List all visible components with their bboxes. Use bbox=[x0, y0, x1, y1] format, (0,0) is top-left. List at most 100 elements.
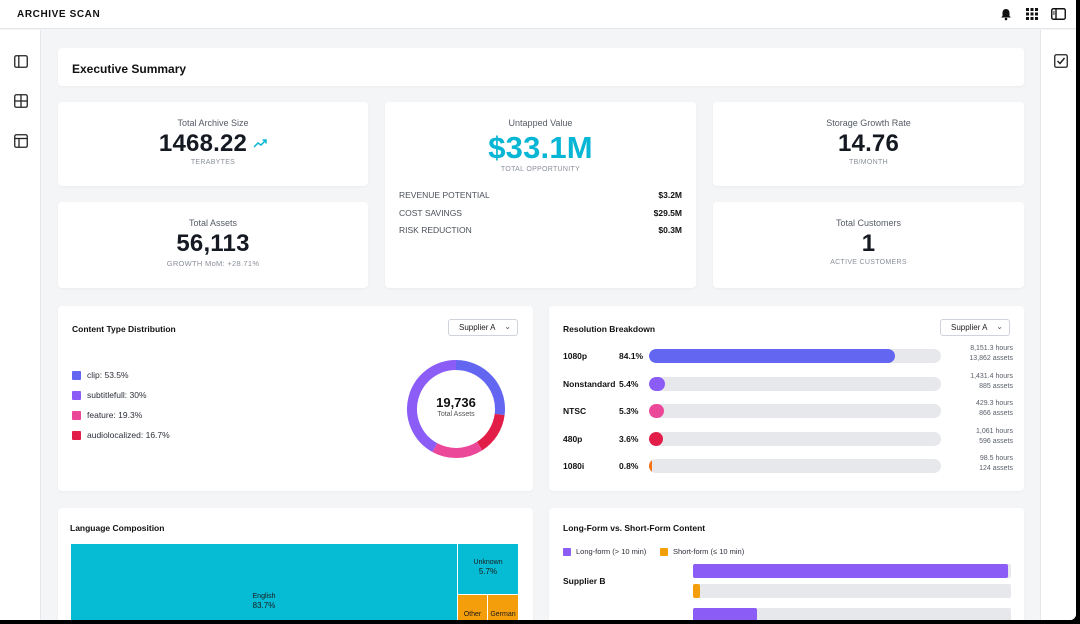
kpi-growth-rate: Storage Growth Rate 14.76 TB/MONTH bbox=[713, 102, 1024, 186]
legend-item: Short-form (≤ 10 min) bbox=[660, 547, 744, 556]
donut-segment[interactable] bbox=[455, 360, 505, 416]
kpi-untapped-value: Untapped Value $33.1M TOTAL OPPORTUNITY … bbox=[385, 102, 696, 288]
resolution-bar-fill bbox=[649, 349, 895, 363]
kpi-label: Total Assets bbox=[188, 218, 238, 228]
grid-icon[interactable] bbox=[1024, 6, 1040, 22]
tile-label: German bbox=[490, 611, 516, 618]
resolution-meta: 98.5 hours 124 assets bbox=[979, 454, 1013, 473]
resolution-row: Nonstandard 5.4% 1,431.4 hours 885 assets bbox=[563, 373, 1013, 400]
resolution-meta: 1,061 hours 596 assets bbox=[976, 427, 1013, 446]
panel-icon[interactable] bbox=[1050, 6, 1066, 22]
section-title: Language Composition bbox=[70, 523, 165, 533]
chevron-down-icon: ⌄ bbox=[504, 322, 511, 331]
left-rail bbox=[0, 30, 41, 620]
treemap-tile-other[interactable]: Other bbox=[458, 595, 487, 620]
bell-icon[interactable] bbox=[998, 6, 1014, 22]
legend-swatch bbox=[72, 430, 81, 440]
kpi-sub: TB/MONTH bbox=[849, 159, 888, 166]
resolution-row: 1080i 0.8% 98.5 hours 124 assets bbox=[563, 455, 1013, 482]
legend-item: Long-form (> 10 min) bbox=[563, 547, 646, 556]
resolution-pct: 0.8% bbox=[619, 461, 639, 471]
tile-value: 83.7% bbox=[252, 601, 276, 610]
summary-header: Executive Summary bbox=[58, 48, 1024, 86]
page-title: Executive Summary bbox=[72, 62, 187, 76]
kpi-total-customers: Total Customers 1 ACTIVE CUSTOMERS bbox=[713, 202, 1024, 288]
donut-center: 19,736 Total Assets bbox=[404, 395, 508, 418]
legend-swatch bbox=[72, 370, 81, 380]
tile-label: English bbox=[252, 593, 276, 600]
section-title: Long-Form vs. Short-Form Content bbox=[563, 523, 706, 533]
longform-bar-track bbox=[693, 584, 1011, 598]
kpi-value: 14.76 bbox=[837, 130, 900, 157]
treemap-tile-unknown[interactable]: Unknown 5.7% bbox=[458, 544, 518, 594]
resolution-bar-track bbox=[649, 377, 941, 391]
longform-bar-track bbox=[693, 564, 1011, 578]
sidebar-toggle-icon[interactable] bbox=[12, 52, 30, 70]
content-type-card: Content Type Distribution Supplier A ⌄ c… bbox=[58, 306, 533, 491]
resolution-name: 1080i bbox=[563, 461, 585, 471]
resolution-row: NTSC 5.3% 429.3 hours 866 assets bbox=[563, 400, 1013, 427]
app-brand: ARCHIVE SCAN bbox=[17, 9, 101, 20]
resolution-meta: 1,431.4 hours 885 assets bbox=[970, 372, 1013, 391]
resolution-assets: 13,862 assets bbox=[969, 354, 1013, 362]
kpi-value: 1468.22 bbox=[158, 130, 248, 157]
resolution-bar-fill bbox=[649, 404, 665, 418]
row-key: COST SAVINGS bbox=[399, 208, 462, 218]
language-card: Language Composition English 83.7% Unkno… bbox=[58, 508, 533, 620]
kpi-value: 1 bbox=[861, 230, 876, 257]
supplier-label: Supplier B bbox=[563, 576, 606, 586]
donut-segment[interactable] bbox=[407, 360, 457, 452]
legend-label: feature: 19.3% bbox=[87, 410, 143, 420]
kpi-sub: TOTAL OPPORTUNITY bbox=[500, 166, 581, 173]
resolution-bar-track bbox=[649, 432, 941, 446]
legend-swatch bbox=[660, 547, 668, 556]
donut-segment[interactable] bbox=[432, 441, 483, 458]
checkbox-icon[interactable] bbox=[1052, 52, 1070, 70]
kpi-total-assets: Total Assets 56,113 GROWTH MoM: +28.71% bbox=[58, 202, 368, 288]
treemap-tile-german[interactable]: German bbox=[488, 595, 518, 620]
longform-bar-fill bbox=[693, 608, 757, 620]
supplier-select[interactable]: Supplier A ⌄ bbox=[940, 319, 1010, 336]
legend-label: clip: 53.5% bbox=[87, 370, 129, 380]
legend-label: audiolocalized: 16.7% bbox=[87, 430, 170, 440]
untapped-row: REVENUE POTENTIAL $3.2M bbox=[399, 190, 682, 200]
legend-swatch bbox=[563, 547, 571, 556]
resolution-meta: 8,151.3 hours 13,862 assets bbox=[969, 344, 1013, 363]
kpi-sub: GROWTH MoM: +28.71% bbox=[166, 259, 260, 268]
resolution-assets: 885 assets bbox=[979, 382, 1013, 390]
right-rail bbox=[1040, 30, 1076, 620]
legend-swatch bbox=[72, 410, 81, 420]
tile-value: 5.7% bbox=[478, 567, 498, 576]
kpi-sub: ACTIVE CUSTOMERS bbox=[830, 259, 907, 266]
section-title: Content Type Distribution bbox=[72, 324, 176, 334]
donut-center-label: Total Assets bbox=[437, 411, 475, 418]
supplier-select[interactable]: Supplier A ⌄ bbox=[448, 319, 518, 336]
top-bar: ARCHIVE SCAN bbox=[0, 0, 1076, 29]
section-title: Resolution Breakdown bbox=[563, 324, 656, 334]
row-key: REVENUE POTENTIAL bbox=[399, 190, 490, 200]
chevron-down-icon: ⌄ bbox=[996, 322, 1003, 331]
kpi-label: Untapped Value bbox=[508, 118, 573, 128]
grid-plus-icon[interactable] bbox=[12, 92, 30, 110]
resolution-bar-track bbox=[649, 349, 941, 363]
select-value: Supplier A bbox=[951, 323, 988, 332]
longform-bar-fill bbox=[693, 584, 700, 598]
kpi-label: Storage Growth Rate bbox=[826, 118, 911, 128]
resolution-assets: 596 assets bbox=[979, 437, 1013, 445]
kpi-label: Total Customers bbox=[835, 218, 902, 228]
row-key: RISK REDUCTION bbox=[399, 225, 472, 235]
donut-segment[interactable] bbox=[476, 413, 505, 451]
resolution-name: 1080p bbox=[563, 351, 588, 361]
language-treemap: English 83.7% Unknown 5.7% Other German bbox=[71, 544, 518, 620]
longform-bar-track bbox=[693, 608, 1011, 620]
resolution-hours: 8,151.3 hours bbox=[970, 345, 1013, 352]
longform-bar-fill bbox=[693, 564, 1008, 578]
layout-icon[interactable] bbox=[12, 132, 30, 150]
legend-swatch bbox=[72, 390, 81, 400]
resolution-name: NTSC bbox=[563, 406, 587, 416]
longform-card: Long-Form vs. Short-Form Content Long-fo… bbox=[549, 508, 1024, 620]
resolution-card: Resolution Breakdown Supplier A ⌄ 1080p 8… bbox=[549, 306, 1024, 491]
treemap-tile-english[interactable]: English 83.7% bbox=[71, 544, 457, 620]
resolution-pct: 3.6% bbox=[619, 434, 639, 444]
